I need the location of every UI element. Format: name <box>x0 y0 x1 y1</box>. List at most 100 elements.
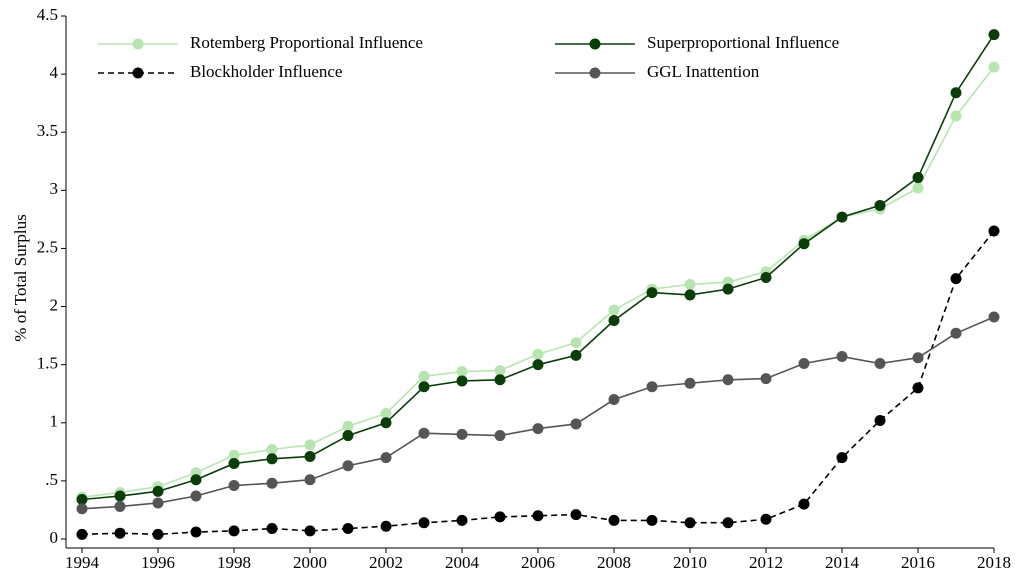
series-marker <box>456 375 468 387</box>
x-tick-label: 2002 <box>369 553 403 572</box>
x-tick-label: 1998 <box>217 553 251 572</box>
series-marker <box>608 304 620 316</box>
series-marker <box>494 374 506 386</box>
series-marker <box>342 460 354 472</box>
series-marker <box>342 420 354 432</box>
series-marker <box>684 289 696 301</box>
legend-marker <box>589 67 601 79</box>
series-marker <box>684 377 696 389</box>
series-marker <box>152 485 164 497</box>
series-line <box>81 316 995 510</box>
x-tick-label: 2004 <box>445 553 480 572</box>
series-marker <box>912 182 924 194</box>
legend-marker <box>132 67 144 79</box>
series-marker <box>532 359 544 371</box>
series-marker <box>836 211 848 223</box>
series-marker <box>228 480 240 492</box>
series-marker <box>380 452 392 464</box>
series-marker <box>570 349 582 361</box>
series-marker <box>380 417 392 429</box>
series-marker <box>266 477 278 489</box>
x-tick-label: 2014 <box>825 553 860 572</box>
y-tick-label: 3.5 <box>37 121 58 140</box>
x-tick-label: 2010 <box>673 553 707 572</box>
series-marker <box>684 517 696 529</box>
series-marker <box>798 358 810 370</box>
series-marker <box>76 503 88 515</box>
series-marker <box>380 520 392 532</box>
y-tick-label: .5 <box>45 470 58 489</box>
series-marker <box>304 474 316 486</box>
y-axis-label: % of Total Surplus <box>11 214 30 341</box>
series-marker <box>456 514 468 526</box>
series-marker <box>190 526 202 538</box>
legend-label: Blockholder Influence <box>190 62 342 81</box>
series-marker <box>532 510 544 522</box>
series-marker <box>266 453 278 465</box>
series-marker <box>912 352 924 364</box>
series-marker <box>76 493 88 505</box>
series-marker <box>266 523 278 535</box>
series-marker <box>418 427 430 439</box>
series-marker <box>912 172 924 184</box>
x-tick-label: 1994 <box>65 553 100 572</box>
series-marker <box>950 87 962 99</box>
series-marker <box>684 278 696 290</box>
legend-marker <box>132 38 144 50</box>
y-tick-label: 3 <box>50 179 59 198</box>
series-marker <box>760 272 772 283</box>
series-marker <box>570 418 582 430</box>
series-marker <box>304 439 316 451</box>
legend-label: GGL Inattention <box>647 62 760 81</box>
series-marker <box>988 29 1000 41</box>
series-marker <box>380 407 392 419</box>
legend-label: Superproportional Influence <box>647 33 839 52</box>
series-marker <box>76 528 88 540</box>
series-marker <box>304 450 316 462</box>
legend-label: Rotemberg Proportional Influence <box>190 33 423 52</box>
series-marker <box>114 527 126 539</box>
y-tick-label: 4.5 <box>37 5 58 24</box>
series-marker <box>418 370 430 382</box>
series-marker <box>722 374 734 386</box>
series-marker <box>722 517 734 529</box>
series-marker <box>798 498 810 510</box>
series-marker <box>608 394 620 406</box>
y-tick-label: 0 <box>50 528 59 547</box>
series-marker <box>342 523 354 535</box>
series-marker <box>494 511 506 523</box>
series-marker <box>874 358 886 370</box>
series-marker <box>532 348 544 360</box>
series-marker <box>342 430 354 442</box>
series-marker <box>152 528 164 540</box>
series-marker <box>988 311 1000 323</box>
series-marker <box>836 351 848 363</box>
series-marker <box>494 364 506 376</box>
series-marker <box>190 490 202 502</box>
series-marker <box>874 414 886 426</box>
series-marker <box>760 513 772 525</box>
x-tick-label: 2018 <box>977 553 1011 572</box>
series-marker <box>988 225 1000 237</box>
x-tick-label: 2008 <box>597 553 631 572</box>
y-tick-label: 2 <box>50 295 59 314</box>
series-marker <box>646 514 658 526</box>
series-marker <box>608 514 620 526</box>
series-marker <box>646 287 658 299</box>
series-marker <box>532 423 544 435</box>
series-line <box>81 230 995 536</box>
series-marker <box>494 430 506 442</box>
y-tick-label: 2.5 <box>37 237 58 256</box>
series-marker <box>646 381 658 393</box>
y-tick-label: 1.5 <box>37 354 58 373</box>
series-marker <box>950 273 962 285</box>
series-marker <box>228 449 240 461</box>
x-tick-label: 1996 <box>141 553 175 572</box>
series-marker <box>608 315 620 327</box>
series-marker <box>456 366 468 378</box>
legend-marker <box>589 38 601 50</box>
y-tick-label: 1 <box>50 412 59 431</box>
series-marker <box>228 457 240 469</box>
series-marker <box>570 337 582 349</box>
